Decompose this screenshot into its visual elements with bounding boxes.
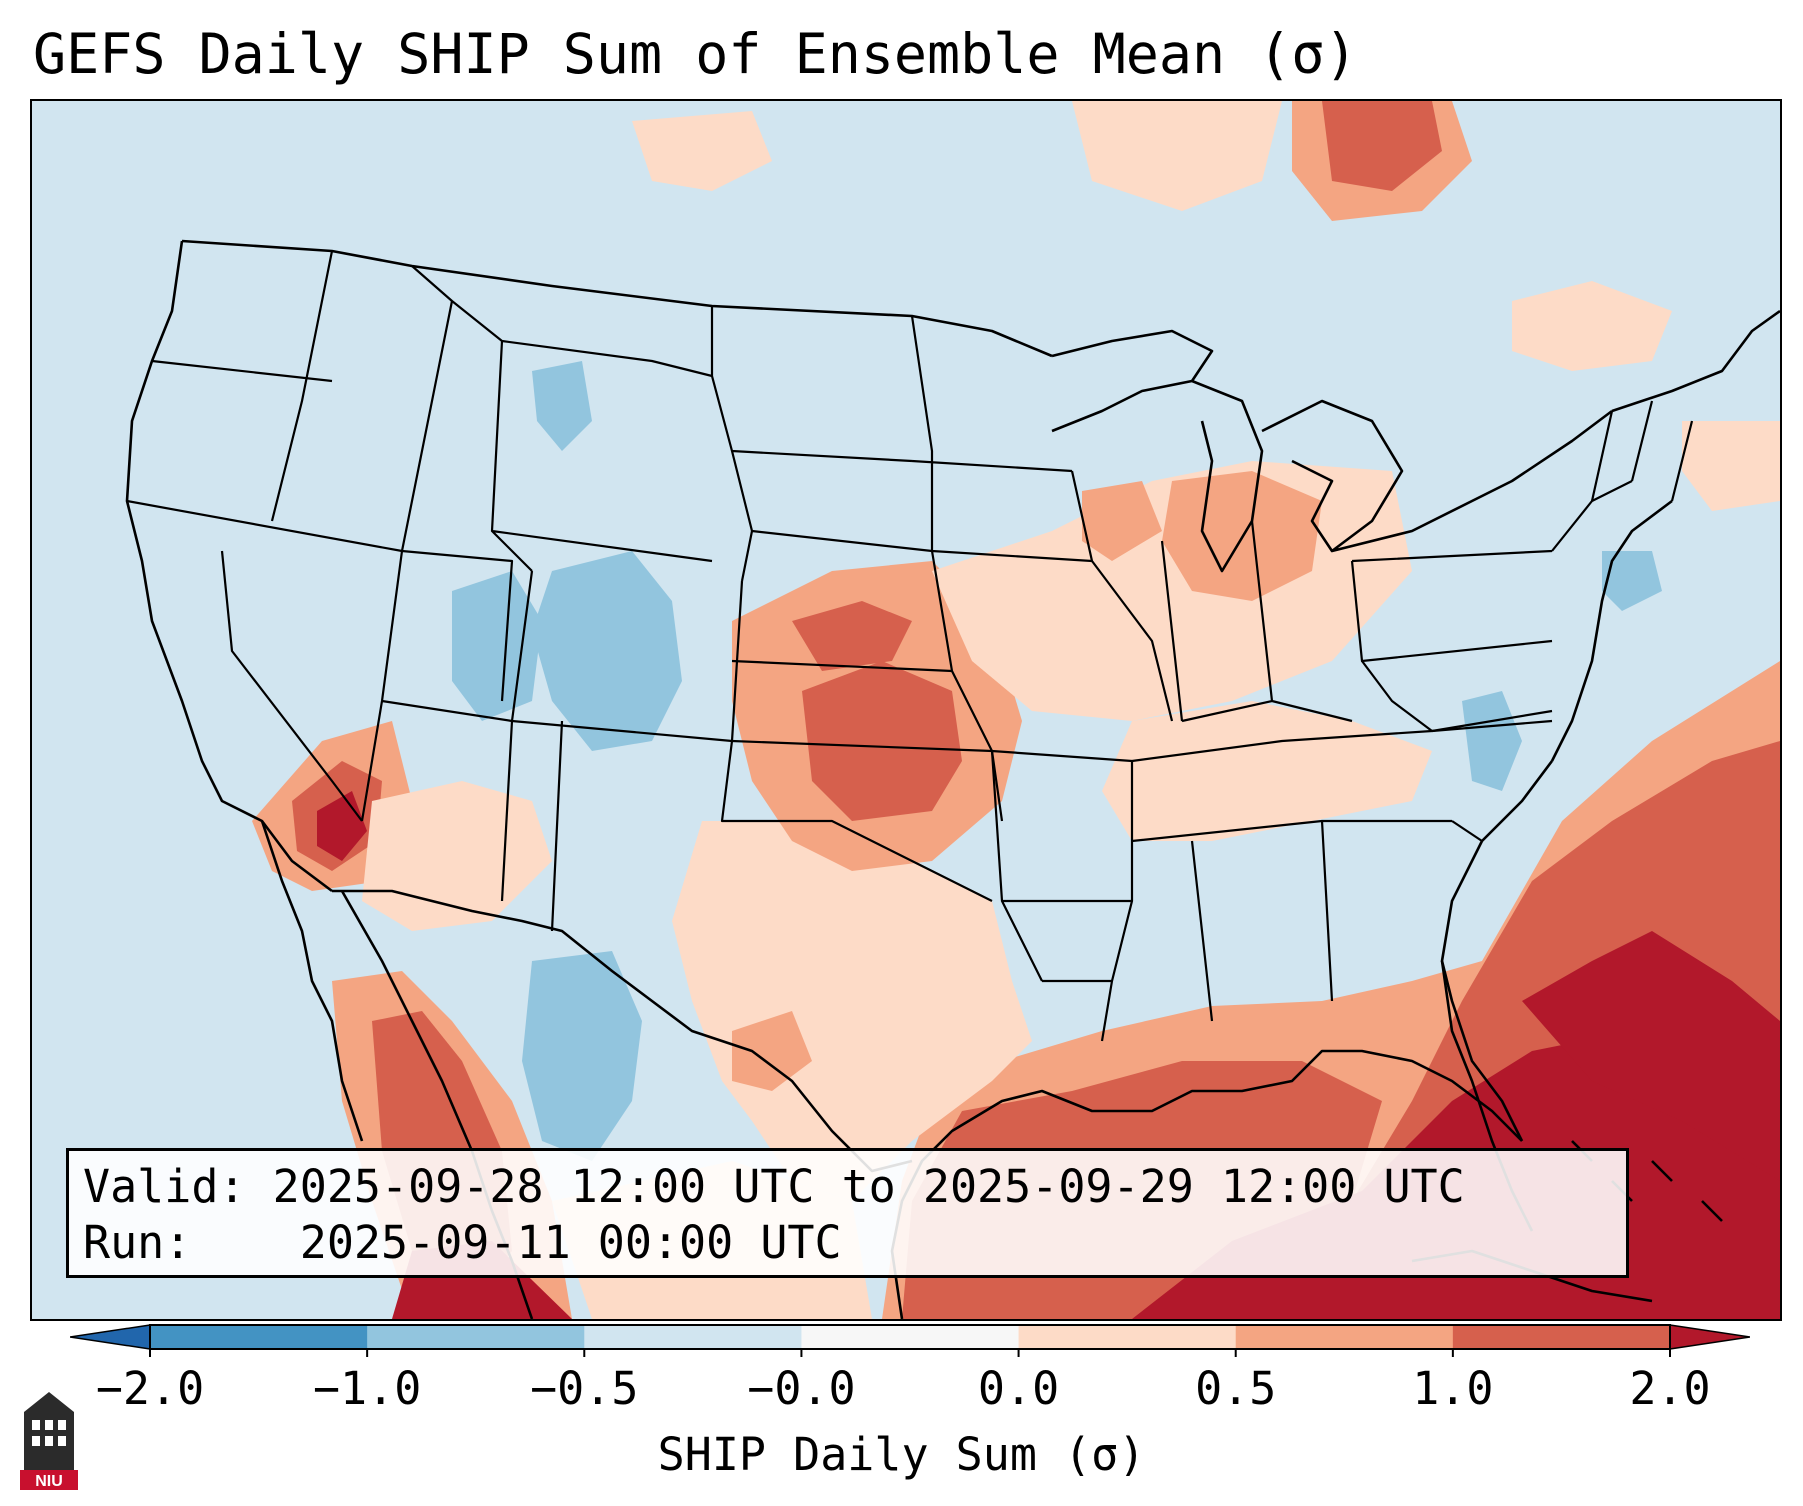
colorbar-bin — [367, 1325, 585, 1349]
utah-anomaly-blue — [452, 571, 542, 721]
colorbar-tick-label: −0.5 — [530, 1362, 639, 1415]
niu-logo-icon: NIU — [20, 1392, 78, 1490]
border-ky-tn — [1131, 719, 1553, 763]
mexico-interior-anomaly-blue — [522, 951, 642, 1161]
border-ut — [360, 549, 514, 822]
colorado-anomaly-blue — [532, 551, 682, 751]
newengland-anomaly-light — [1682, 421, 1780, 511]
border-or-ca-nv — [126, 499, 403, 553]
canada-anomaly-light-2 — [1512, 281, 1672, 371]
colorbar-bin — [801, 1325, 1020, 1349]
virginia-anomaly-blue — [1602, 551, 1662, 611]
border-nd-sd-ne — [710, 306, 933, 582]
colorbar-over-extension — [1669, 1324, 1750, 1350]
niu-logo-text: NIU — [35, 1473, 63, 1490]
texas-anomaly-spot — [732, 1011, 812, 1091]
colorbar-bin — [1452, 1325, 1671, 1349]
bahamas-anomaly-darkred — [1522, 931, 1780, 1181]
arizona-anomaly-light — [362, 781, 552, 931]
colorbar — [70, 1324, 1750, 1357]
border-new-england — [1590, 400, 1694, 502]
border-il-in-oh — [1160, 520, 1353, 723]
us-mexico-border — [332, 889, 913, 1173]
border-mn-ia — [910, 315, 1093, 672]
colorbar-tick-label: −1.0 — [312, 1362, 422, 1415]
colorbar-tick-label: 1.0 — [1412, 1362, 1494, 1415]
colorbar-ticks — [149, 1349, 1671, 1357]
kansas-anomaly-red — [802, 661, 962, 821]
run-label: Run: — [83, 1216, 192, 1269]
colorbar-bins — [150, 1325, 1671, 1349]
northcarolina-anomaly-blue — [1462, 691, 1522, 791]
wisconsin-anomaly-orange — [1082, 481, 1162, 561]
colorbar-tick-label: −2.0 — [95, 1362, 205, 1415]
map-canvas — [32, 101, 1780, 1319]
great-lakes-outline — [1051, 329, 1613, 573]
nebraska-anomaly-red — [792, 601, 912, 671]
valid-label: Valid: — [83, 1160, 246, 1213]
canada-anomaly-light-3 — [632, 111, 772, 191]
valid-value: 2025-09-28 12:00 UTC to 2025-09-29 12:00… — [272, 1160, 1465, 1213]
colorbar-bin — [584, 1325, 802, 1349]
colorbar-bin — [1018, 1325, 1237, 1349]
border-mo-ar — [951, 670, 1133, 982]
border-ok-tx — [720, 740, 993, 902]
boundaries — [125, 239, 1780, 1319]
run-value: 2025-09-11 00:00 UTC — [299, 1216, 842, 1269]
colorbar-tick-label: 0.0 — [977, 1362, 1060, 1415]
colorbar-under-extension — [70, 1324, 151, 1350]
border-ca-nv — [220, 550, 363, 822]
colorbar-frame — [149, 1324, 1671, 1350]
border-wa-or — [151, 359, 333, 383]
border-la-ms — [1042, 761, 1134, 1042]
colorbar-bin — [1235, 1325, 1454, 1349]
canada-anomaly-light-1 — [1072, 101, 1282, 211]
northeast-coast — [1550, 309, 1780, 762]
border-va-nc — [1361, 660, 1553, 733]
texas-anomaly-light — [672, 821, 1032, 1201]
map-panel — [30, 99, 1782, 1321]
nevada-anomaly-darkred — [317, 791, 367, 861]
hudson-anomaly-red — [1322, 101, 1442, 191]
validity-info-box: Valid: 2025-09-28 12:00 UTC to 2025-09-2… — [66, 1148, 1629, 1278]
border-tn-al-ga — [1131, 819, 1483, 1022]
colorbar-label: SHIP Daily Sum (σ) — [657, 1428, 1146, 1481]
chart-title: GEFS Daily SHIP Sum of Ensemble Mean (σ) — [33, 22, 1358, 86]
canada-border — [181, 239, 1053, 358]
colorbar-tick-label: 0.5 — [1195, 1362, 1277, 1415]
state-borders — [126, 250, 1694, 1042]
border-wy-co — [490, 340, 713, 572]
colorbar-tick-label: −0.0 — [747, 1362, 856, 1415]
colorbar-bin — [150, 1325, 368, 1349]
wyoming-anomaly-blue — [532, 361, 592, 451]
border-id — [270, 250, 454, 552]
colorbar-tick-label: 2.0 — [1629, 1362, 1711, 1415]
border-wi-il — [1070, 470, 1174, 722]
